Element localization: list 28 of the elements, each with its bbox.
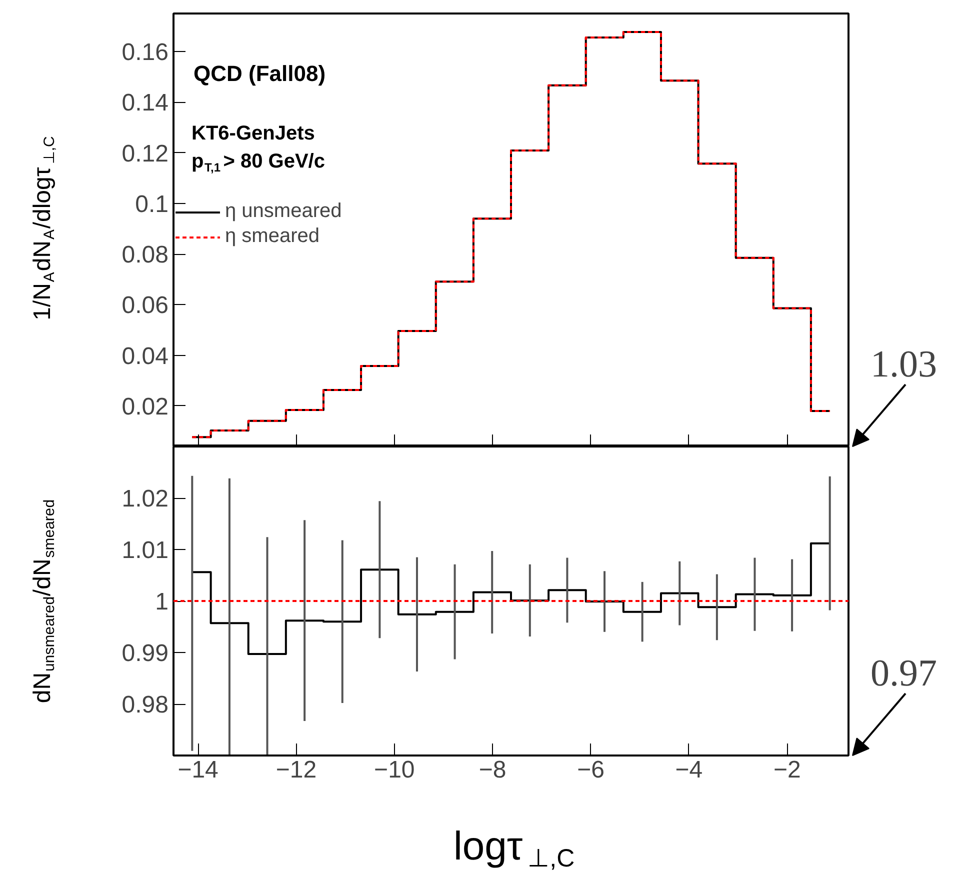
y-tick-label: 0.12 (122, 140, 169, 168)
y-tick-label: 0.98 (122, 692, 169, 718)
y-tick-label: 0.04 (122, 342, 169, 370)
x-tick-label: −4 (675, 756, 703, 784)
x-tick-label: −14 (178, 756, 218, 784)
x-tick-label: −8 (478, 756, 506, 784)
text: 0.97 (870, 652, 937, 694)
y-axis-title: dNunsmeared/dNsmeared (29, 499, 58, 704)
x-tick-label: −2 (773, 756, 801, 784)
y-tick-label: 0.16 (122, 38, 169, 66)
x-tick-label: −6 (577, 756, 604, 784)
y-tick-label: 0.02 (122, 393, 169, 420)
y-axis-title: 1/NAdNA/dlogτ⊥,C (29, 136, 58, 320)
legend-label: η unsmeared (225, 200, 342, 223)
y-tick-label: 0.08 (122, 242, 169, 269)
y-tick-label: 0.06 (122, 292, 169, 320)
y-tick-label: 1.02 (122, 486, 169, 512)
text: QCD (Fall08) (194, 61, 326, 86)
y-tick-label: 1 (155, 588, 169, 616)
legend-label: η smeared (225, 225, 320, 248)
x-tick-label: −10 (374, 756, 415, 784)
y-tick-label: 0.14 (122, 90, 169, 117)
text: 1.03 (870, 344, 937, 386)
annotation: KT6-GenJets (192, 122, 315, 144)
x-tick-label: −12 (276, 756, 317, 784)
y-tick-label: 0.99 (122, 640, 169, 667)
y-tick-label: 1.01 (122, 537, 169, 564)
y-tick-label: 0.1 (135, 190, 169, 218)
